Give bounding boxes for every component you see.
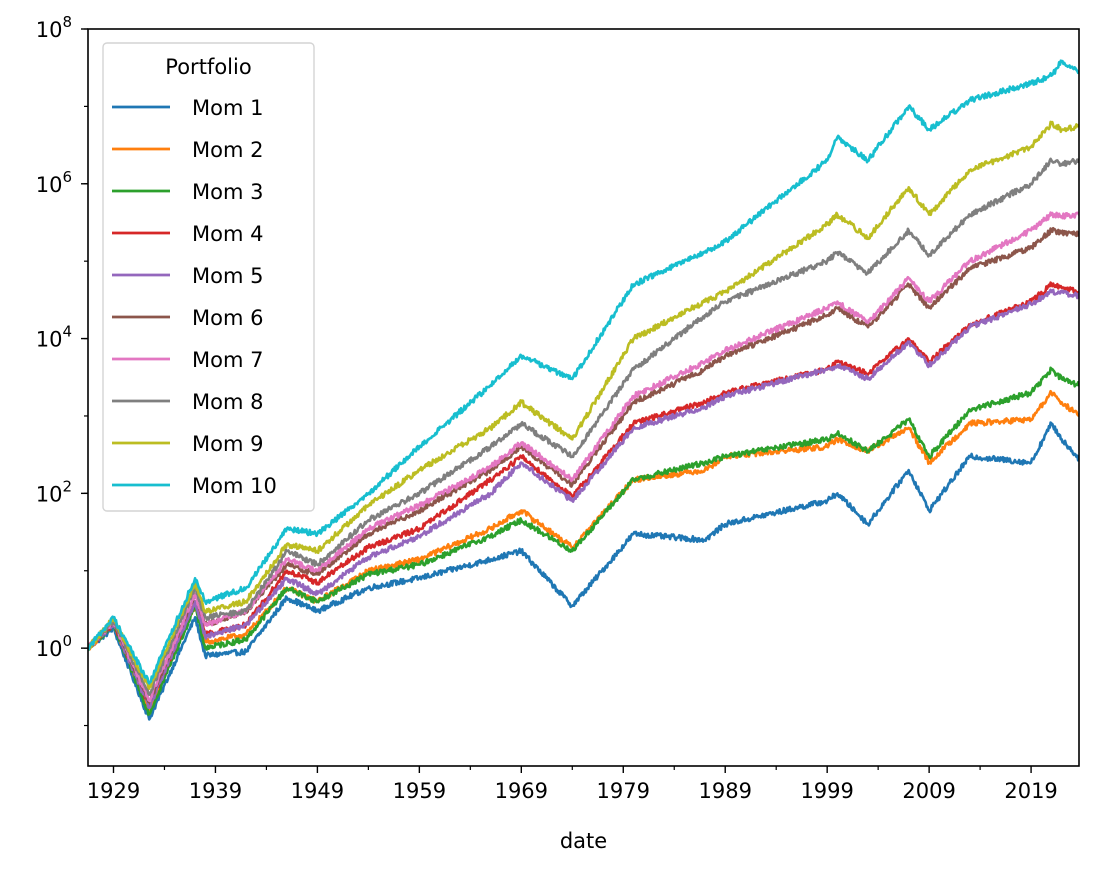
x-tick-label: 1969 [495, 779, 548, 803]
x-tick-label: 1949 [291, 779, 344, 803]
x-tick-label: 1989 [698, 779, 751, 803]
legend-label-2: Mom 2 [192, 138, 263, 162]
legend-title: Portfolio [165, 55, 251, 79]
legend-label-4: Mom 4 [192, 222, 263, 246]
x-tick-label: 1999 [800, 779, 853, 803]
legend-label-6: Mom 6 [192, 306, 263, 330]
series-line-9 [88, 120, 1079, 690]
x-tick-label: 1939 [189, 779, 242, 803]
y-tick-label: 108 [36, 13, 72, 42]
y-tick-label: 106 [36, 168, 72, 197]
series-line-7 [88, 211, 1079, 703]
y-tick-label: 100 [36, 632, 72, 661]
y-tick-label: 104 [36, 323, 72, 352]
y-tick-label: 102 [36, 477, 72, 506]
series-line-10 [88, 59, 1079, 685]
x-axis-title: date [560, 829, 607, 853]
x-tick-label: 1959 [393, 779, 446, 803]
legend-label-10: Mom 10 [192, 474, 277, 498]
series-line-8 [88, 157, 1079, 696]
legend-label-1: Mom 1 [192, 96, 263, 120]
x-tick-label: 2019 [1004, 779, 1057, 803]
legend-label-5: Mom 5 [192, 264, 263, 288]
plot-lines [88, 59, 1079, 721]
axes: 1929 1939 1949 1959 1969 1979 1989 1999 2009 2019… [36, 13, 1080, 803]
series-line-3 [88, 366, 1079, 716]
legend-label-9: Mom 9 [192, 432, 263, 456]
legend-box [102, 42, 315, 512]
series-line-2 [88, 389, 1079, 711]
series-line-5 [88, 288, 1079, 709]
series-line-1 [88, 421, 1079, 721]
x-tick-label: 1979 [597, 779, 650, 803]
legend: Portfolio Mom 1 Mom 2 Mom 3 Mom 4 Mom 5 Mom 6 M… [102, 42, 315, 512]
x-tick-label: 1929 [87, 779, 140, 803]
legend-label-7: Mom 7 [192, 348, 263, 372]
x-tick-label: 2009 [902, 779, 955, 803]
plot-frame [87, 28, 1080, 767]
legend-label-3: Mom 3 [192, 180, 263, 204]
legend-label-8: Mom 8 [192, 390, 263, 414]
